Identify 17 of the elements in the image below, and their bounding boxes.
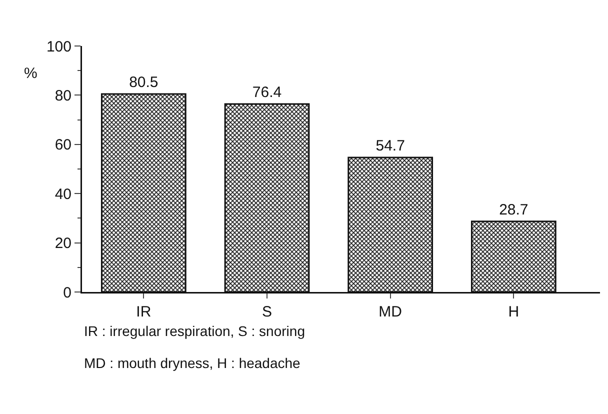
x-tick-label: IR bbox=[136, 304, 152, 320]
data-label: 28.7 bbox=[499, 201, 528, 218]
data-label: 76.4 bbox=[252, 84, 282, 102]
y-axis-title: % bbox=[24, 65, 38, 82]
y-tick-label: 80 bbox=[54, 87, 72, 104]
y-tick-label: 40 bbox=[54, 186, 72, 203]
x-tick-label: H bbox=[508, 304, 520, 320]
y-tick-label: 100 bbox=[46, 38, 72, 56]
data-label: 54.7 bbox=[376, 137, 405, 154]
y-tick-label: 0 bbox=[63, 284, 72, 302]
y-tick-label: 60 bbox=[54, 136, 72, 154]
text: IR : irregular respiration, S : snoring bbox=[84, 323, 305, 339]
data-label: 80.5 bbox=[129, 74, 158, 91]
y-tick-label: 20 bbox=[54, 235, 72, 252]
x-tick-label: MD bbox=[378, 304, 402, 320]
x-tick-label: S bbox=[262, 304, 272, 320]
text: MD : mouth dryness, H : headache bbox=[84, 355, 301, 371]
